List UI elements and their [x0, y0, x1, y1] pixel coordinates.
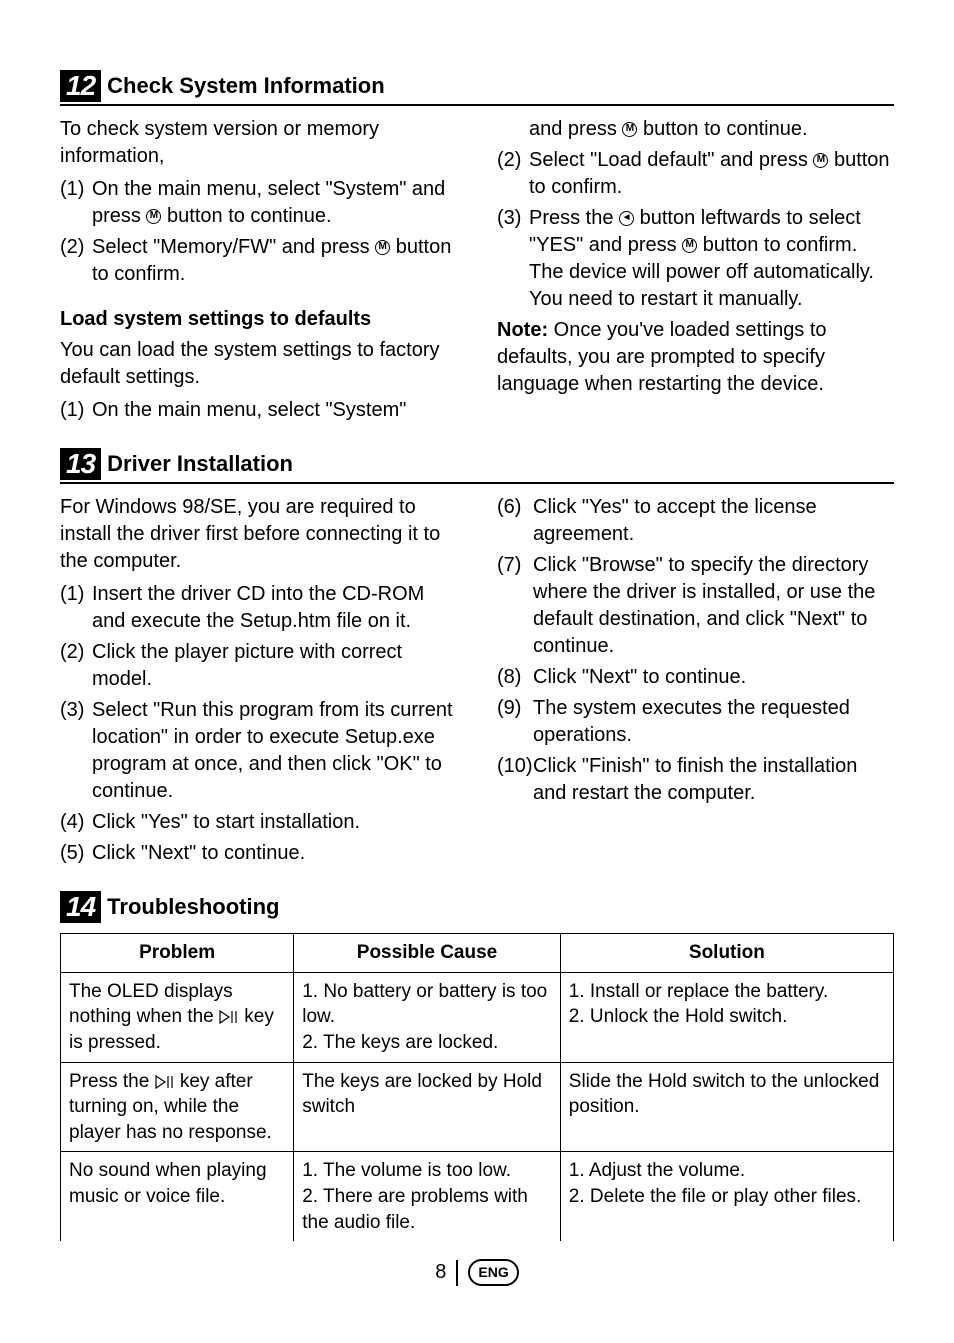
circle-button-icon: M: [375, 240, 390, 255]
section-number: 12: [60, 70, 101, 102]
item-text: On the main menu, select "System": [92, 397, 457, 424]
item-number: (1): [60, 581, 92, 635]
item-text: Press the ◄ button leftwards to select "…: [529, 205, 894, 313]
list-item: (3)Press the ◄ button leftwards to selec…: [497, 205, 894, 313]
item-number: (10): [497, 753, 533, 807]
cont-after: button to continue.: [637, 118, 807, 140]
section-13-col1: For Windows 98/SE, you are required to i…: [60, 494, 457, 871]
item-text: Click "Browse" to specify the directory …: [533, 552, 894, 660]
cell-problem: The OLED displays nothing when the key i…: [61, 972, 294, 1062]
list-item: (2)Select "Load default" and press M but…: [497, 147, 894, 201]
item-number: (2): [60, 639, 92, 693]
section-13-col2: (6)Click "Yes" to accept the license agr…: [497, 494, 894, 871]
section-number: 13: [60, 448, 101, 480]
note-label: Note:: [497, 319, 548, 341]
item-number: (5): [60, 840, 92, 867]
table-row: No sound when playing music or voice fil…: [61, 1152, 894, 1241]
item-text: Click the player picture with correct mo…: [92, 639, 457, 693]
cell-solution: 1. Install or replace the battery.2. Unl…: [560, 972, 893, 1062]
sub-intro: You can load the system settings to fact…: [60, 337, 457, 391]
intro-text: To check system version or memory inform…: [60, 116, 457, 170]
circle-button-icon: M: [813, 153, 828, 168]
circle-button-icon: M: [146, 209, 161, 224]
item-number: (1): [60, 397, 92, 424]
section-14-header: 14 Troubleshooting: [60, 891, 894, 925]
item-number: (4): [60, 809, 92, 836]
footer-divider: [456, 1260, 458, 1286]
item-text: Click "Finish" to finish the installatio…: [533, 753, 894, 807]
cell-problem: No sound when playing music or voice fil…: [61, 1152, 294, 1241]
list-item: (4)Click "Yes" to start installation.: [60, 809, 457, 836]
list-item: (7)Click "Browse" to specify the directo…: [497, 552, 894, 660]
list-item: (2)Select "Memory/FW" and press M button…: [60, 234, 457, 288]
section-13-header: 13 Driver Installation: [60, 448, 894, 484]
intro-text: For Windows 98/SE, you are required to i…: [60, 494, 457, 575]
play-pause-icon: [155, 1075, 175, 1089]
list-item: (1)On the main menu, select "System": [60, 397, 457, 424]
m-button-icon: M: [622, 122, 637, 137]
list-item: (3)Select "Run this program from its cur…: [60, 697, 457, 805]
item-text: Click "Yes" to accept the license agreem…: [533, 494, 894, 548]
cont-before: and press: [529, 118, 622, 140]
item-text: Insert the driver CD into the CD-ROM and…: [92, 581, 457, 635]
list-item: (8)Click "Next" to continue.: [497, 664, 894, 691]
play-pause-icon: [219, 1010, 239, 1024]
item-number: (9): [497, 695, 533, 749]
page-number: 8: [435, 1259, 446, 1286]
section-title: Driver Installation: [107, 449, 293, 479]
item-text: Click "Yes" to start installation.: [92, 809, 457, 836]
cell-problem: Press the key after turning on, while th…: [61, 1062, 294, 1152]
list-item: (1)Insert the driver CD into the CD-ROM …: [60, 581, 457, 635]
item-number: (8): [497, 664, 533, 691]
section-12-header: 12 Check System Information: [60, 70, 894, 106]
subhead: Load system settings to defaults: [60, 306, 457, 333]
list-item: (2)Click the player picture with correct…: [60, 639, 457, 693]
item-text: On the main menu, select "System" and pr…: [92, 176, 457, 230]
circle-button-icon: M: [682, 238, 697, 253]
item-number: (6): [497, 494, 533, 548]
item-text: Select "Load default" and press M button…: [529, 147, 894, 201]
language-badge: ENG: [468, 1259, 518, 1286]
cell-cause: The keys are locked by Hold switch: [294, 1062, 561, 1152]
section-title: Check System Information: [107, 71, 385, 101]
item-text: Select "Run this program from its curren…: [92, 697, 457, 805]
cont-line: and press M button to continue.: [529, 116, 894, 143]
section-12-col1: To check system version or memory inform…: [60, 116, 457, 428]
table-row: Press the key after turning on, while th…: [61, 1062, 894, 1152]
item-number: (1): [60, 176, 92, 230]
list-item: (6)Click "Yes" to accept the license agr…: [497, 494, 894, 548]
circle-button-icon: ◄: [619, 211, 634, 226]
item-text: Click "Next" to continue.: [92, 840, 457, 867]
cell-solution: 1. Adjust the volume.2. Delete the file …: [560, 1152, 893, 1241]
section-12-col2: and press M button to continue. (2)Selec…: [497, 116, 894, 428]
cell-cause: 1. No battery or battery is too low.2. T…: [294, 972, 561, 1062]
item-number: (3): [497, 205, 529, 313]
list-item: (5)Click "Next" to continue.: [60, 840, 457, 867]
cell-cause: 1. The volume is too low.2. There are pr…: [294, 1152, 561, 1241]
list-item: (10)Click "Finish" to finish the install…: [497, 753, 894, 807]
troubleshooting-table: Problem Possible Cause Solution The OLED…: [60, 933, 894, 1241]
table-row: The OLED displays nothing when the key i…: [61, 972, 894, 1062]
list-item: (1)On the main menu, select "System" and…: [60, 176, 457, 230]
item-text: Select "Memory/FW" and press M button to…: [92, 234, 457, 288]
item-text: Click "Next" to continue.: [533, 664, 894, 691]
note: Note: Once you've loaded settings to def…: [497, 317, 894, 398]
section-12-body: To check system version or memory inform…: [60, 116, 894, 428]
item-number: (2): [497, 147, 529, 201]
item-number: (7): [497, 552, 533, 660]
header-problem: Problem: [61, 934, 294, 973]
item-number: (3): [60, 697, 92, 805]
header-cause: Possible Cause: [294, 934, 561, 973]
header-solution: Solution: [560, 934, 893, 973]
item-text: The system executes the requested operat…: [533, 695, 894, 749]
section-13-body: For Windows 98/SE, you are required to i…: [60, 494, 894, 871]
item-number: (2): [60, 234, 92, 288]
cell-solution: Slide the Hold switch to the unlocked po…: [560, 1062, 893, 1152]
page-footer: 8 ENG: [60, 1259, 894, 1286]
section-number: 14: [60, 891, 101, 923]
table-header-row: Problem Possible Cause Solution: [61, 934, 894, 973]
list-item: (9)The system executes the requested ope…: [497, 695, 894, 749]
section-title: Troubleshooting: [107, 892, 279, 922]
